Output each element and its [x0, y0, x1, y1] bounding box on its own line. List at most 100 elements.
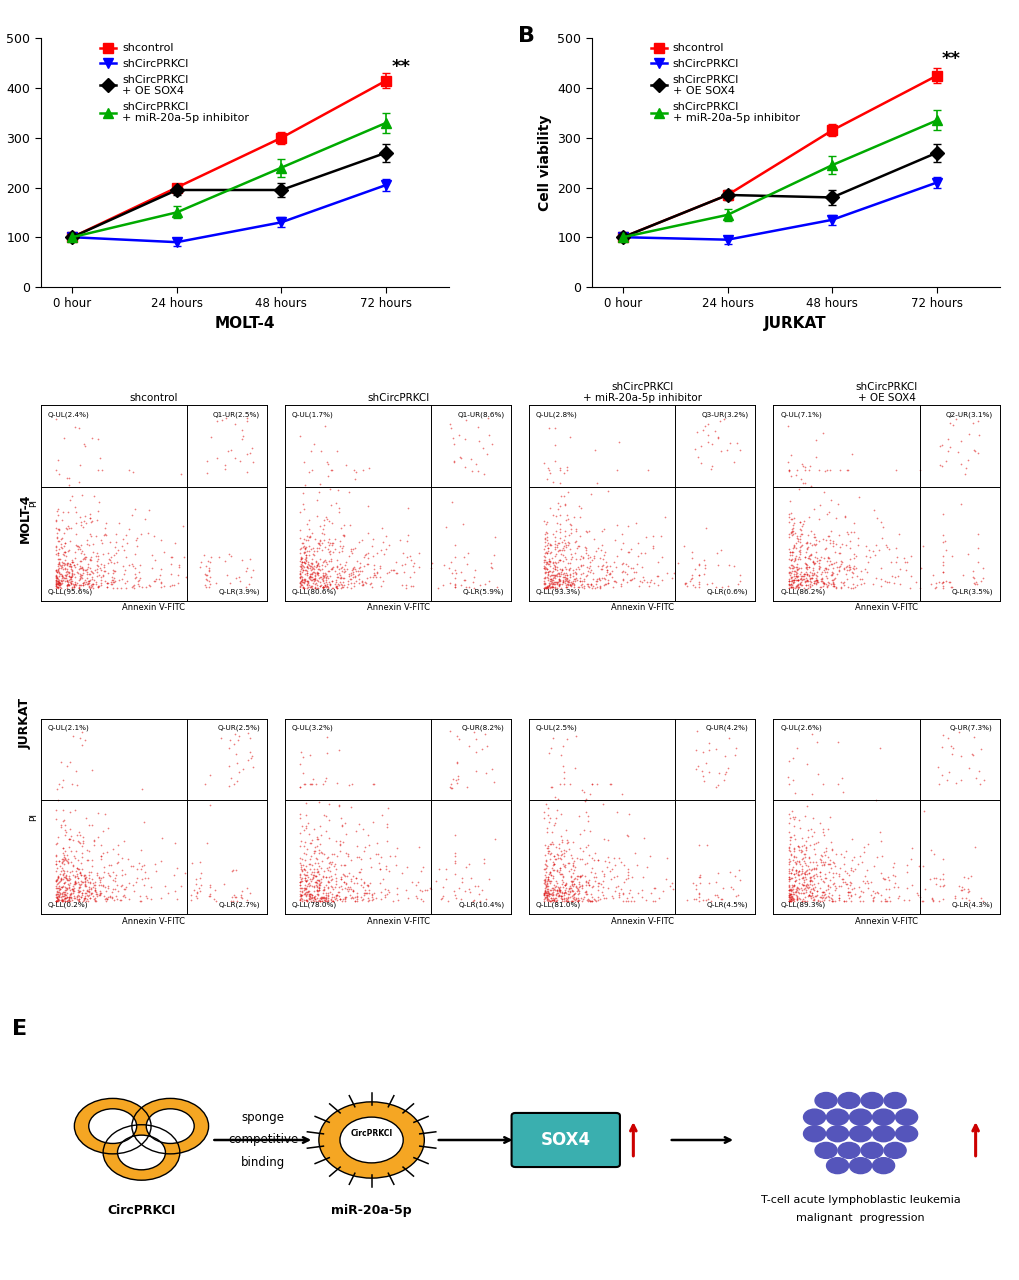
Point: [71, 874, 88, 895]
Point: [339, 571, 356, 591]
Point: [807, 570, 823, 590]
Point: [364, 887, 380, 908]
Point: [709, 887, 726, 908]
Point: [962, 865, 978, 886]
Point: [709, 426, 726, 447]
Point: [561, 877, 578, 897]
Point: [539, 886, 555, 906]
Point: [536, 550, 552, 571]
Point: [217, 408, 233, 429]
Point: [49, 886, 65, 906]
Point: [311, 869, 327, 890]
Point: [59, 541, 75, 562]
Point: [74, 891, 91, 911]
Point: [827, 507, 844, 527]
Point: [555, 463, 572, 484]
Point: [51, 881, 67, 901]
Point: [783, 558, 799, 579]
Point: [298, 538, 314, 558]
Point: [841, 872, 857, 892]
Point: [297, 561, 313, 581]
Point: [557, 883, 574, 904]
Point: [539, 877, 555, 897]
Point: [960, 758, 976, 778]
Point: [798, 854, 814, 874]
Point: [78, 884, 95, 905]
Point: [331, 568, 347, 589]
Point: [560, 559, 577, 580]
Point: [690, 564, 706, 585]
Point: [546, 566, 562, 586]
Point: [294, 532, 311, 553]
Point: [307, 577, 323, 598]
Point: [48, 809, 64, 829]
Point: [938, 771, 955, 791]
Point: [538, 530, 554, 550]
Point: [105, 861, 121, 882]
Point: [783, 554, 799, 575]
Point: [68, 575, 85, 595]
Point: [153, 887, 169, 908]
Point: [221, 573, 237, 594]
Point: [64, 860, 81, 881]
Point: [62, 891, 78, 911]
Point: [781, 867, 797, 887]
Point: [124, 874, 141, 895]
Point: [817, 538, 834, 558]
Point: [71, 881, 88, 901]
Point: [539, 577, 555, 598]
Point: [488, 577, 504, 598]
Point: [93, 567, 109, 588]
Point: [84, 815, 100, 836]
Point: [328, 570, 344, 590]
Point: [332, 567, 348, 588]
Point: [782, 833, 798, 854]
Point: [567, 888, 583, 909]
Point: [72, 575, 89, 595]
Point: [797, 575, 813, 595]
Point: [551, 877, 568, 897]
Point: [83, 576, 99, 596]
Point: [817, 460, 834, 480]
Point: [307, 874, 323, 895]
Point: [537, 547, 553, 567]
Point: [297, 538, 313, 558]
Point: [193, 874, 209, 895]
Point: [783, 874, 799, 895]
Point: [606, 571, 623, 591]
Point: [138, 886, 154, 906]
Point: [871, 884, 888, 905]
Point: [554, 538, 571, 558]
Point: [557, 536, 574, 557]
Point: [572, 876, 588, 896]
Point: [819, 847, 836, 868]
Point: [785, 570, 801, 590]
Point: [66, 865, 83, 886]
Point: [560, 840, 577, 860]
Point: [783, 860, 799, 881]
Point: [542, 883, 558, 904]
Point: [225, 884, 242, 905]
Point: [89, 562, 105, 582]
Point: [110, 513, 126, 534]
Point: [63, 576, 79, 596]
Point: [781, 870, 797, 891]
Point: [818, 561, 835, 581]
Point: [68, 760, 85, 781]
Point: [91, 493, 107, 513]
Point: [292, 877, 309, 897]
Point: [956, 463, 972, 484]
Point: [581, 874, 597, 895]
Point: [87, 835, 103, 855]
Point: [897, 559, 913, 580]
Point: [864, 886, 880, 906]
Circle shape: [895, 1110, 917, 1125]
Point: [332, 554, 348, 575]
Point: [187, 869, 204, 890]
Point: [318, 847, 334, 868]
Point: [783, 563, 799, 584]
Point: [90, 545, 106, 566]
Point: [538, 576, 554, 596]
Point: [330, 559, 346, 580]
Point: [791, 479, 807, 499]
